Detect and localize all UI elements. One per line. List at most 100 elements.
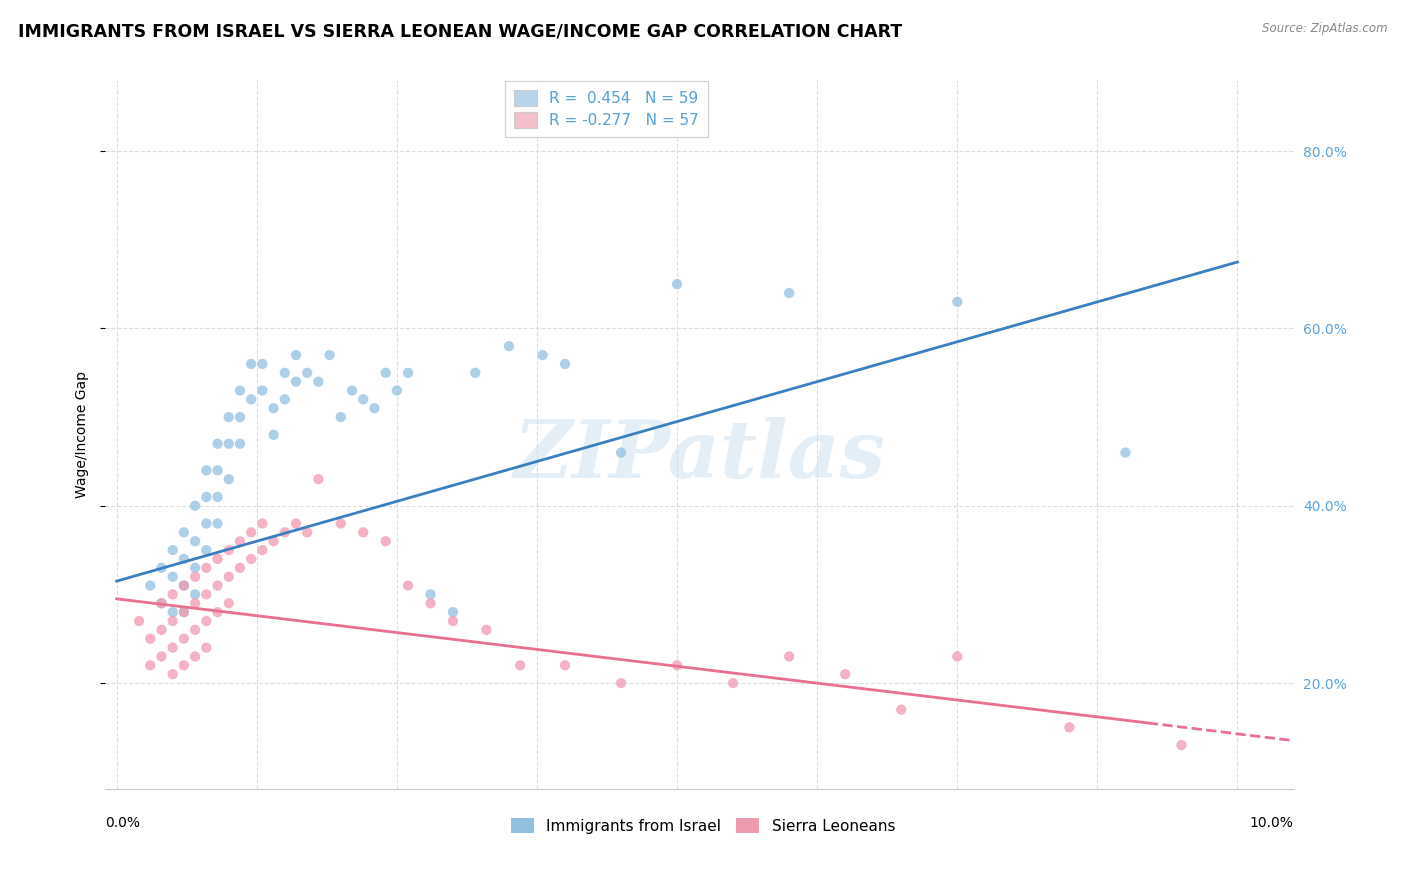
Point <box>834 667 856 681</box>
Point <box>778 649 800 664</box>
Point <box>363 401 385 416</box>
Point <box>252 516 274 531</box>
Point <box>195 587 218 601</box>
Point <box>610 445 633 459</box>
Point <box>218 410 240 425</box>
Point <box>509 658 531 673</box>
Point <box>229 384 252 398</box>
Point <box>195 516 218 531</box>
Point <box>531 348 554 362</box>
Point <box>666 277 689 292</box>
Text: 0.0%: 0.0% <box>105 816 141 830</box>
Text: Source: ZipAtlas.com: Source: ZipAtlas.com <box>1263 22 1388 36</box>
Point <box>240 525 263 540</box>
Y-axis label: Wage/Income Gap: Wage/Income Gap <box>76 371 90 499</box>
Point <box>263 428 285 442</box>
Point <box>252 384 274 398</box>
Point <box>207 552 229 566</box>
Point <box>150 596 173 610</box>
Point <box>419 587 441 601</box>
Point <box>464 366 486 380</box>
Point <box>610 676 633 690</box>
Text: 10.0%: 10.0% <box>1250 816 1294 830</box>
Point <box>666 658 689 673</box>
Point <box>218 543 240 558</box>
Point <box>139 658 162 673</box>
Point <box>352 392 374 407</box>
Text: IMMIGRANTS FROM ISRAEL VS SIERRA LEONEAN WAGE/INCOME GAP CORRELATION CHART: IMMIGRANTS FROM ISRAEL VS SIERRA LEONEAN… <box>18 22 903 40</box>
Point <box>252 357 274 371</box>
Point <box>554 357 576 371</box>
Point <box>195 490 218 504</box>
Point <box>285 348 308 362</box>
Point <box>139 632 162 646</box>
Point <box>162 543 184 558</box>
Point <box>240 552 263 566</box>
Point <box>195 640 218 655</box>
Point <box>173 578 195 592</box>
Point <box>173 605 195 619</box>
Point <box>554 658 576 673</box>
Point <box>385 384 408 398</box>
Point <box>184 623 207 637</box>
Point <box>184 649 207 664</box>
Point <box>184 499 207 513</box>
Point <box>218 570 240 584</box>
Point <box>173 552 195 566</box>
Point <box>890 703 912 717</box>
Point <box>162 605 184 619</box>
Point <box>207 490 229 504</box>
Point <box>207 463 229 477</box>
Point <box>946 649 969 664</box>
Point <box>778 285 800 300</box>
Point <box>229 561 252 575</box>
Point <box>229 436 252 450</box>
Point <box>274 392 297 407</box>
Point <box>441 605 464 619</box>
Point <box>352 525 374 540</box>
Point <box>229 534 252 549</box>
Point <box>240 357 263 371</box>
Point <box>173 525 195 540</box>
Point <box>173 578 195 592</box>
Point <box>307 472 329 486</box>
Point <box>475 623 498 637</box>
Point <box>295 525 318 540</box>
Point <box>329 516 352 531</box>
Point <box>173 658 195 673</box>
Point <box>1170 738 1192 752</box>
Point <box>207 436 229 450</box>
Point <box>218 472 240 486</box>
Point <box>150 561 173 575</box>
Point <box>173 605 195 619</box>
Text: ZIPatlas: ZIPatlas <box>513 417 886 495</box>
Point <box>396 578 419 592</box>
Point <box>195 463 218 477</box>
Point <box>184 570 207 584</box>
Point <box>229 410 252 425</box>
Point <box>240 392 263 407</box>
Point <box>162 587 184 601</box>
Point <box>340 384 363 398</box>
Point <box>162 614 184 628</box>
Point <box>329 410 352 425</box>
Point <box>263 401 285 416</box>
Point <box>218 596 240 610</box>
Point <box>195 614 218 628</box>
Legend: R =  0.454   N = 59, R = -0.277   N = 57: R = 0.454 N = 59, R = -0.277 N = 57 <box>505 81 709 137</box>
Point <box>374 534 396 549</box>
Point <box>184 561 207 575</box>
Point <box>218 436 240 450</box>
Point <box>128 614 150 628</box>
Point <box>374 366 396 380</box>
Point <box>162 667 184 681</box>
Point <box>295 366 318 380</box>
Point <box>946 294 969 309</box>
Point <box>441 614 464 628</box>
Point <box>162 570 184 584</box>
Point <box>721 676 744 690</box>
Point <box>184 534 207 549</box>
Point <box>207 516 229 531</box>
Point <box>274 525 297 540</box>
Point <box>285 516 308 531</box>
